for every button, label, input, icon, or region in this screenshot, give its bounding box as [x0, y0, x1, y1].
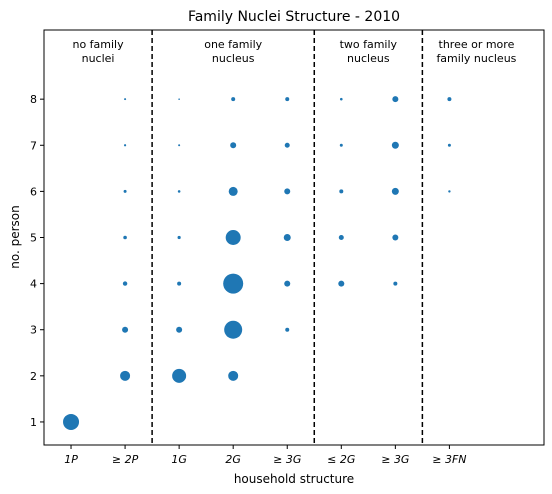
x-tick-label: ≥ 3G: [273, 453, 301, 466]
data-point: [230, 142, 237, 149]
data-point: [339, 189, 344, 194]
data-point: [123, 144, 127, 147]
data-point: [224, 320, 243, 339]
data-point: [177, 281, 182, 286]
data-point: [447, 97, 452, 102]
data-point: [338, 235, 344, 240]
y-tick-label: 7: [30, 139, 37, 152]
data-point: [391, 141, 399, 149]
data-point: [448, 190, 451, 193]
y-tick-label: 3: [30, 324, 37, 337]
data-point: [177, 235, 181, 240]
data-point: [231, 97, 236, 102]
group-label: nuclei: [82, 52, 115, 65]
data-point: [223, 273, 244, 294]
data-point: [176, 326, 183, 333]
data-point: [123, 235, 127, 240]
x-axis: 1P ≥ 2P 1G 2G ≥ 3G ≤ 2G ≥ 3G ≥ 3FN: [64, 445, 467, 466]
group-label: one family: [204, 38, 262, 51]
data-point: [393, 281, 398, 286]
y-tick-label: 8: [30, 93, 37, 106]
group-label: nucleus: [347, 52, 390, 65]
x-tick-label: 2G: [225, 453, 241, 466]
y-tick-label: 6: [30, 185, 37, 198]
data-point: [178, 144, 181, 147]
y-tick-label: 1: [30, 416, 37, 429]
y-axis: 1 2 3 4 5 6 7 8: [30, 93, 44, 429]
group-label: nucleus: [212, 52, 255, 65]
plot-frame: [43, 29, 545, 446]
data-point: [284, 188, 291, 195]
y-tick-label: 4: [30, 278, 37, 291]
x-tick-label: 1P: [64, 453, 78, 466]
group-label: two family: [340, 38, 398, 51]
chart-title: Family Nuclei Structure - 2010: [188, 9, 400, 25]
x-tick-label: ≤ 2G: [327, 453, 355, 466]
data-point: [283, 234, 291, 241]
data-point: [392, 96, 399, 103]
data-point: [339, 97, 343, 101]
group-label: family nucleus: [436, 52, 516, 65]
x-tick-label: 1G: [171, 453, 187, 466]
data-point: [285, 327, 290, 332]
group-dividers: [151, 30, 424, 445]
y-tick-label: 5: [30, 232, 37, 245]
data-point: [285, 97, 290, 102]
data-point: [123, 189, 127, 193]
x-tick-label: ≥ 2P: [112, 453, 139, 466]
x-tick-label: ≥ 3G: [381, 453, 409, 466]
data-point: [122, 326, 129, 333]
group-label: no family: [72, 38, 124, 51]
data-point: [172, 368, 187, 383]
data-point: [228, 370, 239, 381]
data-point: [63, 413, 80, 430]
data-point: [124, 98, 127, 101]
data-point: [178, 98, 180, 100]
data-point: [228, 186, 238, 196]
data-point: [177, 190, 181, 193]
data-point: [284, 280, 291, 287]
data-point: [339, 143, 343, 147]
data-point: [391, 187, 399, 195]
x-tick-label: ≥ 3FN: [432, 453, 466, 466]
x-axis-label: household structure: [234, 472, 354, 486]
data-point: [120, 370, 131, 381]
group-label: three or more: [439, 38, 515, 51]
data-point: [447, 143, 451, 147]
data-point: [225, 230, 241, 245]
data-point: [122, 281, 128, 286]
data-point: [284, 142, 290, 148]
data-points: [63, 96, 452, 430]
y-tick-label: 2: [30, 370, 37, 383]
data-point: [338, 280, 345, 287]
data-point: [392, 234, 399, 241]
y-axis-label: no. person: [8, 205, 22, 269]
